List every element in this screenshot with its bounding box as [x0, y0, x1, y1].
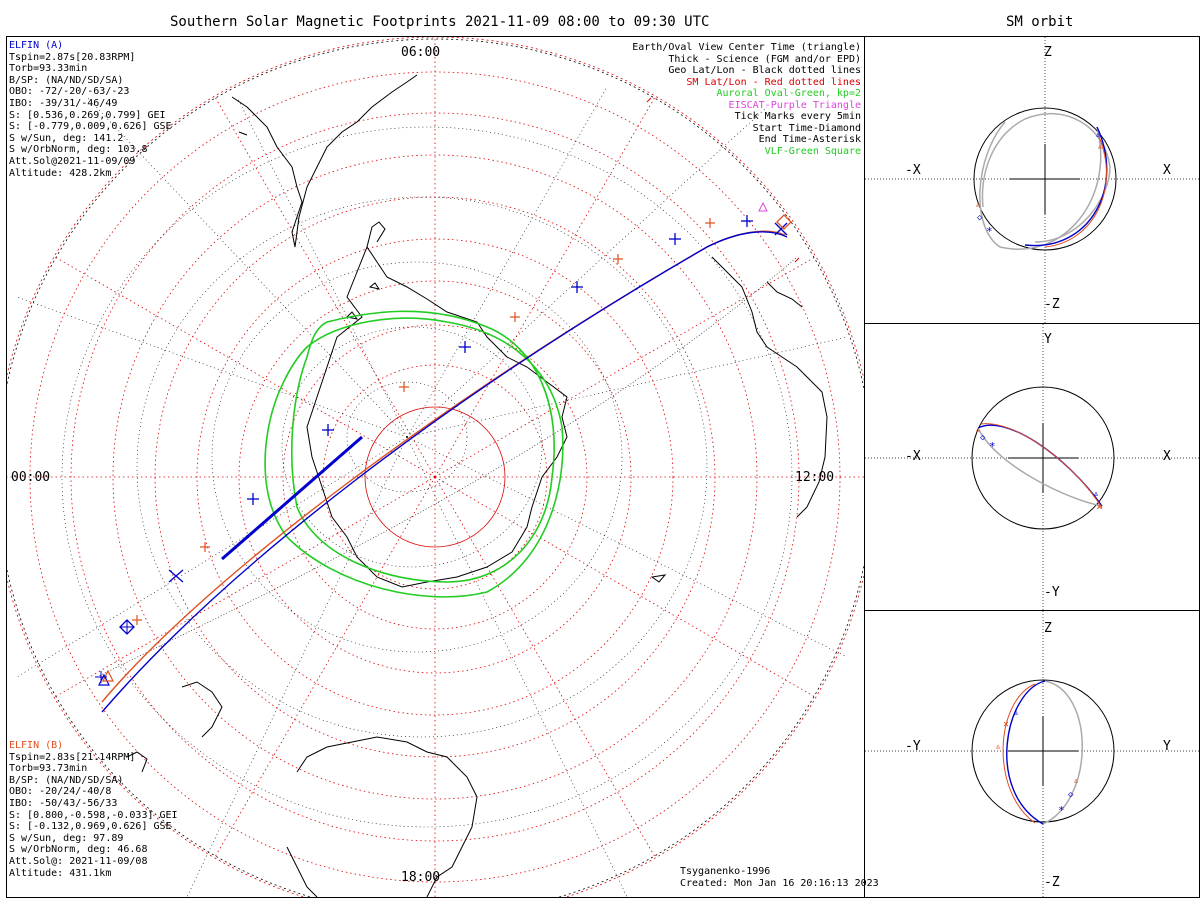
svg-text:▵: ▵: [995, 741, 1001, 752]
svg-text:▵: ▵: [975, 424, 981, 435]
orbit3-left: -Y: [905, 739, 921, 754]
orbit3-top: Z: [1044, 621, 1052, 636]
probe-a-line: Tspin=2.87s[20.83RPM]: [9, 51, 136, 63]
probe-a-info: ELFIN (A) Tspin=2.87s[20.83RPM] Torb=93.33…: [9, 40, 172, 179]
probe-a-line: Altitude: 428.2km: [9, 167, 112, 179]
page-title: Southern Solar Magnetic Footprints 2021-…: [170, 14, 710, 30]
orbit-panel-xy: ▵ ◇ * ▵ ✕ Y -X X -Y: [864, 323, 1200, 611]
probe-b-line: Att.Sol@: 2021-11-09/08: [9, 855, 148, 867]
probe-b-line: S w/Sun, deg: 97.89: [9, 832, 124, 844]
svg-text:▵: ▵: [1073, 775, 1079, 786]
svg-text:◇: ◇: [980, 433, 986, 443]
elfin-a-track: [101, 231, 788, 713]
elfin-a-ticks: [168, 215, 788, 583]
svg-text:*: *: [1058, 804, 1065, 817]
probe-a-line: B/SP: (NA/ND/SD/SA): [9, 74, 124, 86]
orbit1-top: Z: [1044, 45, 1052, 60]
orbit-panel-xz: ▵ ▵ ▵ ◇ * Z -X X -Z: [864, 36, 1200, 324]
probe-b-line: S: [0.800,-0.598,-0.033] GEI: [9, 809, 178, 821]
orbit-plot-yz: ✕ ▵ ▵ ▵ ◇ *: [865, 611, 1199, 897]
svg-text:◇: ◇: [977, 213, 983, 223]
svg-text:▵: ▵: [1097, 141, 1103, 152]
elfin-b-triangle: [102, 669, 114, 682]
probe-b-line: B/SP: (NA/ND/SD/SA): [9, 774, 124, 786]
legend-item: End Time-Asterisk: [758, 134, 861, 145]
orbit1-bottom: -Z: [1044, 297, 1060, 312]
orbit2-right: X: [1163, 449, 1171, 464]
legend-item: EISCAT-Purple Triangle: [728, 99, 861, 111]
probe-b-line: S w/OrbNorm, deg: 46.68: [9, 844, 148, 856]
probe-a-line: S: [0.536,0.269,0.799] GEI: [9, 109, 166, 121]
svg-text:◇: ◇: [1068, 790, 1074, 800]
probe-b-line: OBO: -20/24/-40/8: [9, 786, 112, 798]
legend-item: Geo Lat/Lon - Black dotted lines: [668, 65, 861, 76]
probe-a-line: S w/Sun, deg: 141.2: [9, 132, 124, 144]
probe-b-line: ELFIN (B): [9, 740, 64, 751]
probe-a-line: ELFIN (A): [9, 40, 64, 51]
probe-b-info: ELFIN (B) Tspin=2.83s[21.14RPM] Torb=93.73…: [9, 740, 178, 879]
orbit2-top: Y: [1044, 332, 1052, 347]
legend-item: VLF-Green Square: [764, 145, 861, 157]
orbit3-right: Y: [1163, 739, 1171, 754]
svg-text:*: *: [989, 440, 996, 453]
legend: Earth/Oval View Center Time (triangle) Th…: [632, 42, 861, 157]
created-label: Created: Mon Jan 16 20:16:13 2023: [680, 878, 879, 889]
svg-text:▵: ▵: [1013, 707, 1019, 718]
svg-text:▵: ▵: [1095, 129, 1101, 140]
probe-a-line: Torb=93.33min: [9, 63, 88, 75]
svg-text:✕: ✕: [1096, 500, 1103, 513]
probe-b-line: Altitude: 431.1km: [9, 867, 112, 879]
legend-item: Thick - Science (FGM and/or EPD): [668, 53, 861, 65]
coastlines: [126, 74, 828, 897]
auroral-oval: [264, 310, 564, 598]
footprint-map: [7, 37, 864, 897]
legend-item: Earth/Oval View Center Time (triangle): [632, 42, 861, 53]
hour-label-left: 00:00: [11, 470, 51, 485]
legend-item: SM Lat/Lon - Red dotted lines: [686, 76, 861, 88]
orbit-panel-yz: ✕ ▵ ▵ ▵ ◇ * Z -Y Y -Z: [864, 610, 1200, 898]
footprint-map-panel: 06:00 00:00 12:00 18:00 ELFIN (A) Tspin=2…: [6, 36, 879, 898]
legend-item: Auroral Oval-Green, kp=2: [716, 88, 862, 99]
hour-label-top: 06:00: [401, 45, 441, 60]
elfin-b-track: [101, 230, 786, 703]
probe-a-line: IBO: -39/31/-46/49: [9, 97, 118, 109]
probe-a-line: S: [-0.779,0.009,0.626] GSE: [9, 121, 172, 133]
orbit2-bottom: -Y: [1044, 585, 1060, 600]
probe-a-line: Att.Sol@2021-11-09/09: [9, 155, 136, 167]
svg-text:*: *: [986, 225, 993, 238]
probe-b-line: IBO: -50/43/-56/33: [9, 797, 118, 809]
hour-label-right: 12:00: [795, 470, 835, 485]
orbit-title: SM orbit: [1006, 14, 1074, 30]
orbit3-bottom: -Z: [1044, 875, 1060, 890]
model-label: Tsyganenko-1996: [680, 866, 771, 877]
svg-text:▵: ▵: [975, 199, 981, 210]
probe-b-line: Tspin=2.83s[21.14RPM]: [9, 751, 136, 763]
legend-item: Tick Marks every 5min: [734, 111, 861, 122]
orbit1-right: X: [1163, 163, 1171, 178]
legend-item: Start Time-Diamond: [752, 122, 861, 134]
sm-lon-spokes: [7, 37, 864, 897]
hour-label-bottom: 18:00: [401, 870, 441, 885]
elfin-b-start-diamond: [776, 214, 792, 230]
probe-b-line: S: [-0.132,0.969,0.626] GSE: [9, 821, 172, 833]
orbit-plot-xy: ▵ ◇ * ▵ ✕: [865, 324, 1199, 610]
probe-b-line: Torb=93.73min: [9, 763, 88, 775]
orbit-plot-xz: ▵ ▵ ▵ ◇ *: [865, 37, 1199, 323]
orbit1-left: -X: [905, 163, 921, 178]
elfin-b-ticks: [132, 218, 715, 625]
svg-text:▵: ▵: [1093, 488, 1099, 499]
svg-text:✕: ✕: [1003, 719, 1009, 730]
probe-a-line: OBO: -72/-20/-63/-23: [9, 86, 130, 98]
probe-a-line: S w/OrbNorm, deg: 103.8: [9, 144, 148, 156]
orbit2-left: -X: [905, 449, 921, 464]
geo-grid: [16, 86, 848, 897]
